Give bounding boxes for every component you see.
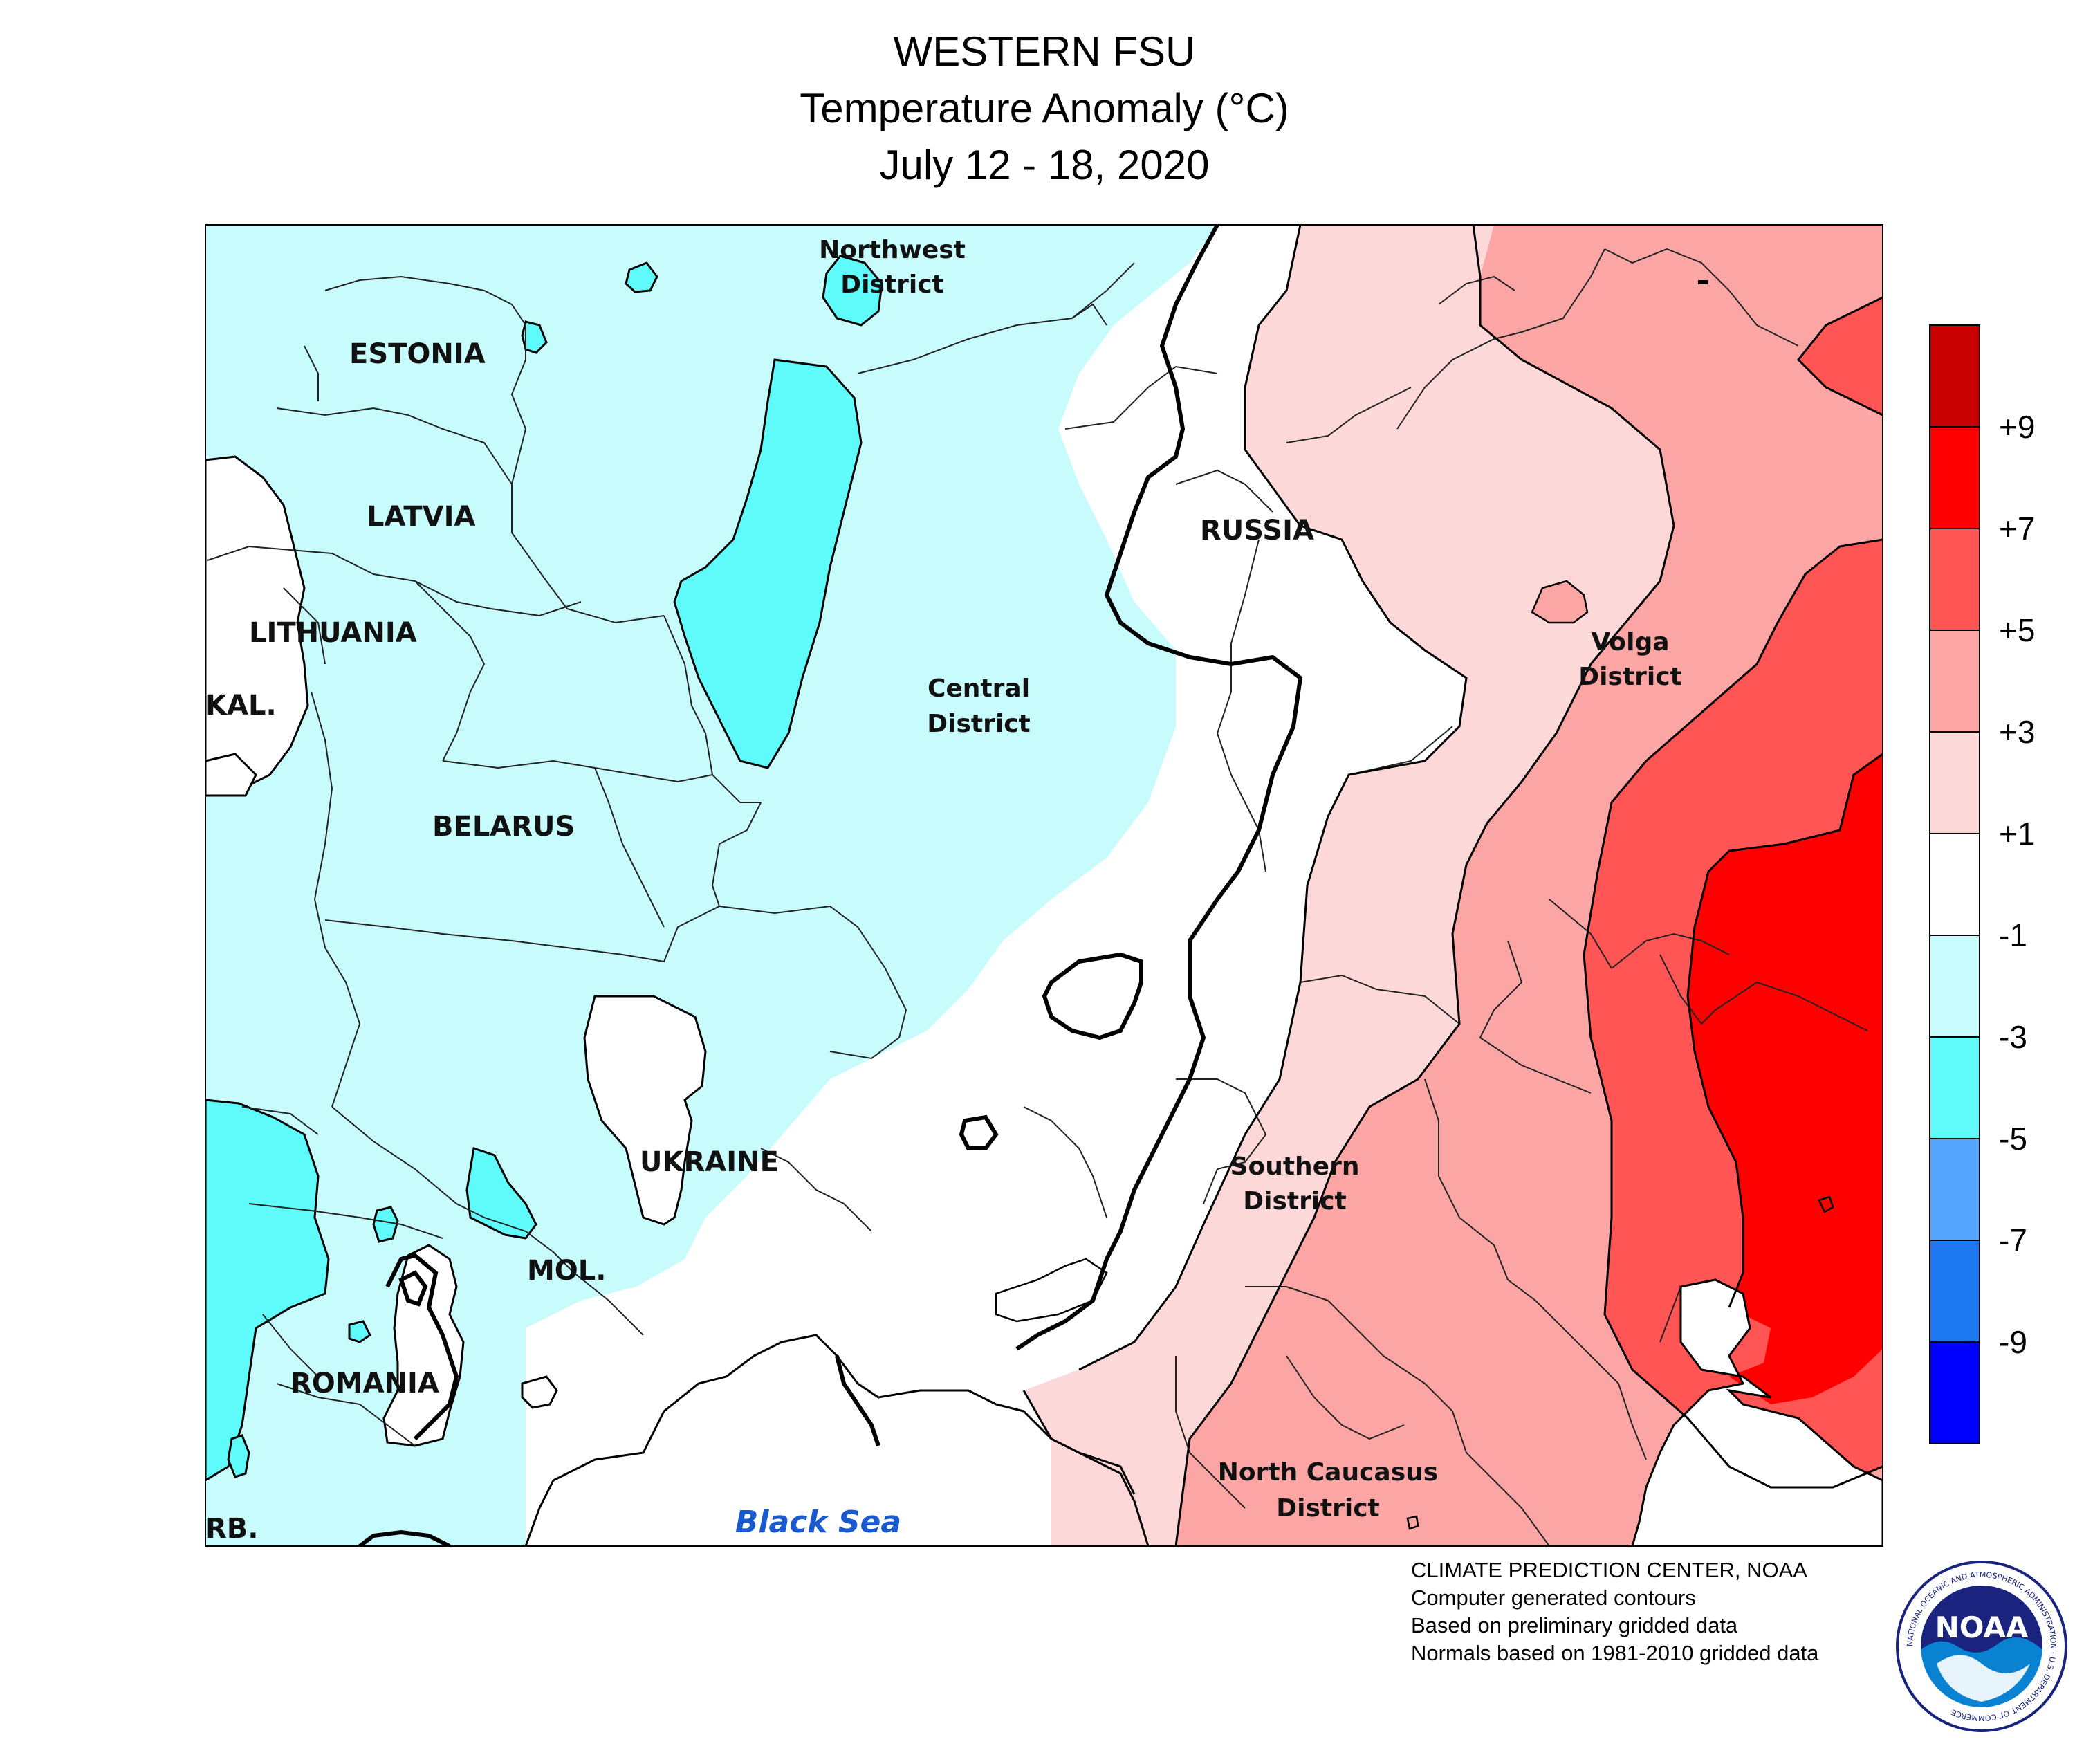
legend-swatch xyxy=(1929,324,1980,428)
label-belarus: BELARUS xyxy=(432,811,575,843)
map-frame xyxy=(205,224,1883,1547)
legend-tick-label: +3 xyxy=(1999,714,2035,750)
label-lithuania: LITHUANIA xyxy=(249,617,417,649)
anomaly-zone-minus1-plus1 xyxy=(526,225,1466,1546)
credit-line-2: Computer generated contours xyxy=(1411,1586,1696,1610)
legend-tick-label: -3 xyxy=(1999,1019,2027,1055)
label-ukraine: UKRAINE xyxy=(640,1146,779,1178)
credit-line-4: Normals based on 1981-2010 gridded data xyxy=(1411,1641,1819,1665)
label-latvia: LATVIA xyxy=(367,501,475,533)
credit-line-3: Based on preliminary gridded data xyxy=(1411,1613,1738,1637)
anomaly-blob-volga xyxy=(1531,580,1589,624)
credit-line-1: CLIMATE PREDICTION CENTER, NOAA xyxy=(1411,1558,1807,1582)
map-body: ESTONIA LATVIA LITHUANIA KAL. BELARUS UK… xyxy=(205,225,1883,1546)
label-northwest-district-line1: Northwest xyxy=(819,236,966,264)
anomaly-zone-minus5-minus3 xyxy=(205,255,883,1482)
contour-lines-thick xyxy=(358,225,1303,1546)
legend-swatch xyxy=(1929,528,1980,631)
legend-swatch xyxy=(1929,1341,1980,1444)
anomaly-zone-minus1-plus1-islands xyxy=(205,455,707,1447)
noaa-logo: NATIONAL OCEANIC AND ATMOSPHERIC ADMINIS… xyxy=(1896,1561,2067,1732)
map-title: WESTERN FSU xyxy=(893,28,1196,75)
legend-tick-label: -5 xyxy=(1999,1121,2027,1157)
label-kaliningrad: KAL. xyxy=(205,690,277,722)
legend-tick-label: +1 xyxy=(1999,816,2035,852)
contour-fragment xyxy=(1406,1515,1419,1530)
sea-of-azov xyxy=(995,1258,1108,1323)
legend-tick-label: +5 xyxy=(1999,612,2035,648)
label-volga-district-line2: District xyxy=(1578,663,1682,691)
legend-swatch xyxy=(1929,1138,1980,1241)
logo-gull-icon xyxy=(1937,1655,2030,1702)
label-northwest-district-line2: District xyxy=(840,270,944,299)
legend-swatch xyxy=(1929,1036,1980,1139)
legend-tick-label: -7 xyxy=(1999,1222,2027,1258)
legend-swatch xyxy=(1929,731,1980,834)
anomaly-zone-plus7-plus9 xyxy=(1688,754,1883,1404)
label-black-sea: Black Sea xyxy=(735,1505,901,1540)
legend-tick-label: -1 xyxy=(1999,917,2027,953)
legend-tick-label: -9 xyxy=(1999,1324,2027,1360)
contour-lines-thin xyxy=(1022,225,1883,1546)
label-moldova: MOL. xyxy=(527,1255,607,1287)
label-southern-district-line2: District xyxy=(1243,1187,1347,1215)
legend-swatch xyxy=(1929,1240,1980,1343)
legend-tick-label: +9 xyxy=(1999,409,2035,445)
label-north-caucasus-district-line1: North Caucasus xyxy=(1218,1458,1438,1487)
map-date-range: July 12 - 18, 2020 xyxy=(879,142,1210,188)
caspian-sea xyxy=(1631,1278,1883,1546)
label-southern-district-line1: Southern xyxy=(1230,1152,1360,1181)
legend-swatch xyxy=(1929,426,1980,529)
legend-swatch xyxy=(1929,833,1980,936)
legend-swatch xyxy=(1929,630,1980,733)
label-serbia: RB. xyxy=(205,1513,258,1545)
logo-top-half xyxy=(1921,1586,2042,1653)
contour-fragment xyxy=(1698,280,1708,284)
label-north-caucasus-district-line2: District xyxy=(1276,1494,1380,1523)
map-subtitle: Temperature Anomaly (°C) xyxy=(800,85,1289,131)
label-romania: ROMANIA xyxy=(290,1368,439,1399)
label-estonia: ESTONIA xyxy=(349,338,486,370)
label-volga-district-line1: Volga xyxy=(1591,628,1669,656)
label-russia: RUSSIA xyxy=(1200,515,1314,546)
admin-borders xyxy=(207,248,1868,1546)
legend-swatch xyxy=(1929,935,1980,1038)
label-central-district-line1: Central xyxy=(928,674,1030,703)
legend-tick-label: +7 xyxy=(1999,511,2035,546)
legend-colorbar: +9 +7 +5 +3 +1 -1 -3 -5 -7 -9 xyxy=(1929,324,2035,1444)
contour-fragment xyxy=(1818,1195,1834,1213)
label-central-district-line2: District xyxy=(927,710,1031,738)
logo-text: NOAA xyxy=(1935,1610,2029,1644)
